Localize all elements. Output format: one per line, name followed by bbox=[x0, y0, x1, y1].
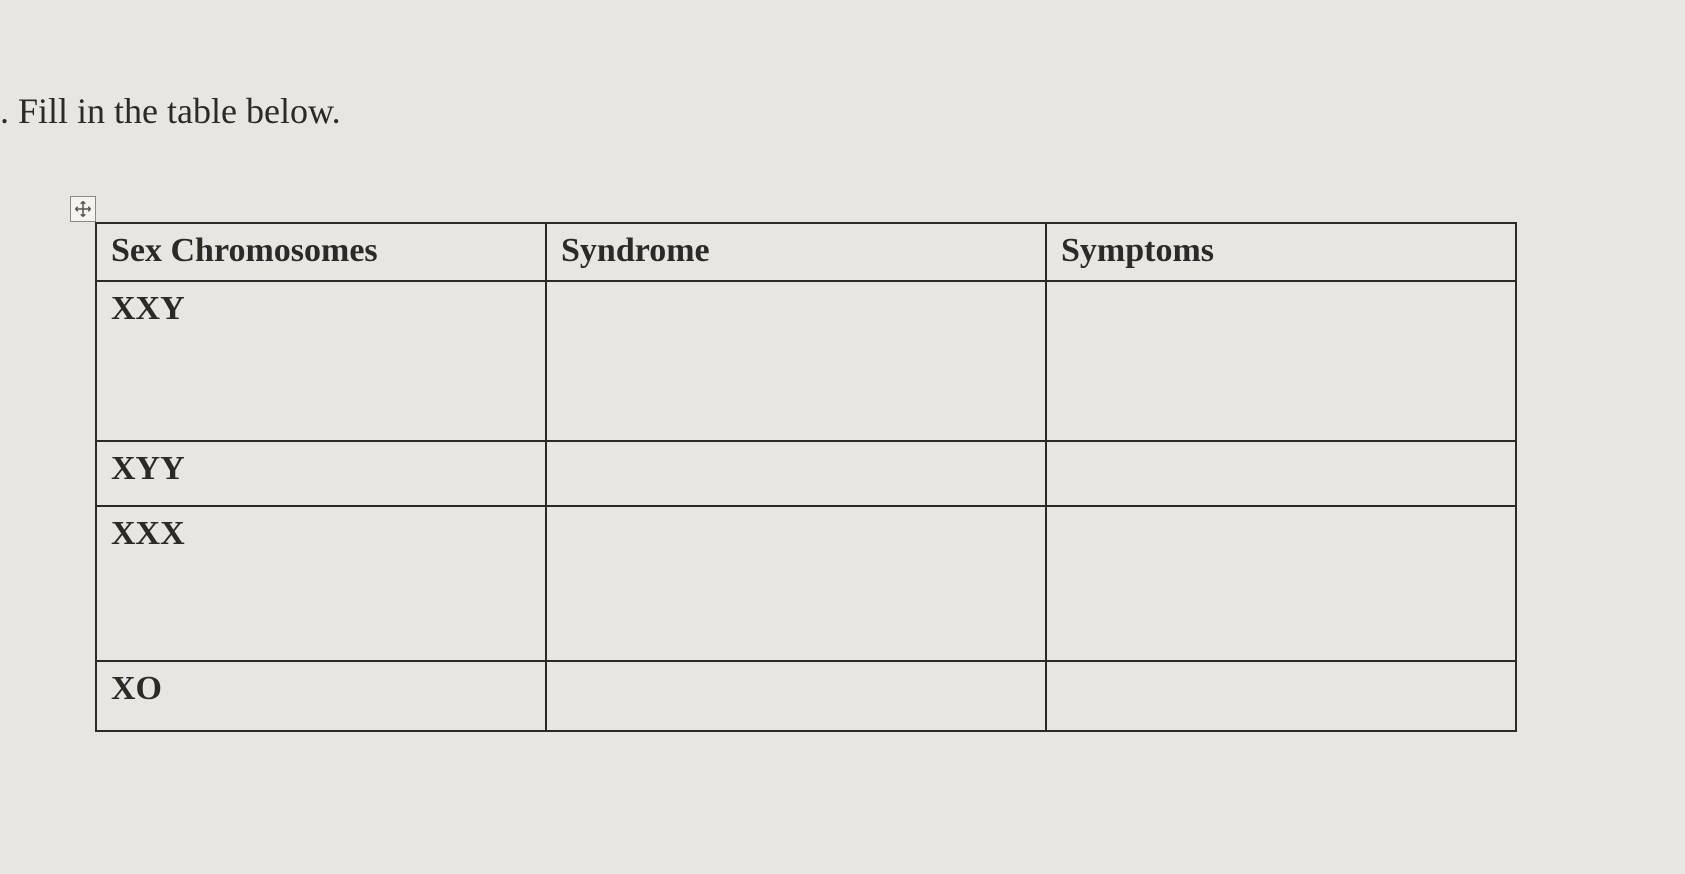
header-symptoms: Symptoms bbox=[1046, 223, 1516, 281]
move-icon bbox=[74, 200, 92, 218]
instruction-text: . Fill in the table below. bbox=[0, 90, 341, 132]
header-syndrome: Syndrome bbox=[546, 223, 1046, 281]
cell-chromosome: XXY bbox=[96, 281, 546, 441]
cell-symptoms[interactable] bbox=[1046, 441, 1516, 506]
table-header-row: Sex Chromosomes Syndrome Symptoms bbox=[96, 223, 1516, 281]
cell-text: XXX bbox=[111, 515, 185, 552]
cell-syndrome[interactable] bbox=[546, 441, 1046, 506]
table-row: XO bbox=[96, 661, 1516, 731]
cell-symptoms[interactable] bbox=[1046, 506, 1516, 661]
table-row: XYY bbox=[96, 441, 1516, 506]
cell-text: XO bbox=[111, 670, 162, 707]
cell-text: XYY bbox=[111, 450, 185, 487]
table-row: XXX bbox=[96, 506, 1516, 661]
chromosome-table: Sex Chromosomes Syndrome Symptoms XXY XY… bbox=[95, 222, 1517, 732]
table-row: XXY bbox=[96, 281, 1516, 441]
cell-syndrome[interactable] bbox=[546, 661, 1046, 731]
cell-chromosome: XYY bbox=[96, 441, 546, 506]
table-move-handle[interactable] bbox=[70, 196, 96, 222]
cell-syndrome[interactable] bbox=[546, 281, 1046, 441]
cell-text: XXY bbox=[111, 290, 185, 327]
cell-symptoms[interactable] bbox=[1046, 281, 1516, 441]
cell-chromosome: XO bbox=[96, 661, 546, 731]
cell-symptoms[interactable] bbox=[1046, 661, 1516, 731]
cell-chromosome: XXX bbox=[96, 506, 546, 661]
cell-syndrome[interactable] bbox=[546, 506, 1046, 661]
header-sex-chromosomes: Sex Chromosomes bbox=[96, 223, 546, 281]
